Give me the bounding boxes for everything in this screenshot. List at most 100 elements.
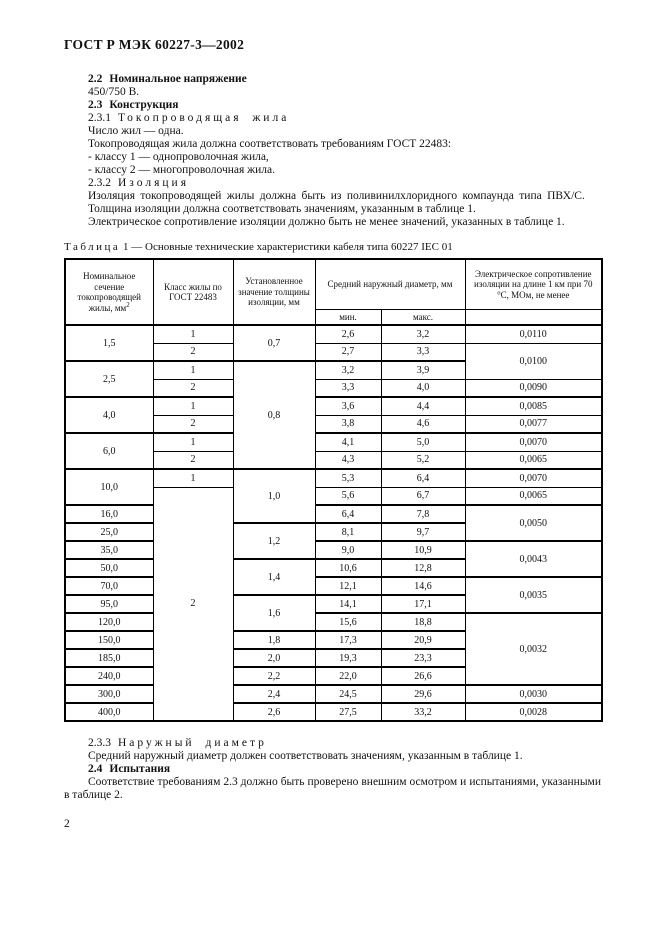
table-row: 25,0 1,2 8,1 9,7 — [64, 522, 602, 560]
paragraph-conductor-req: Токопроводящая жила должна соответствова… — [88, 138, 452, 150]
table-row: 16,0 6,4 7,8 0,0050 — [64, 504, 603, 542]
table-row: 2 2,7 3,3 0,0100 — [65, 342, 603, 380]
main-table: Номинальное сечение токопроводящей жилы,… — [64, 258, 603, 722]
cell-thickness: 2,2 — [232, 666, 316, 686]
table-row: 35,0 9,0 10,9 0,0043 — [64, 540, 603, 578]
section-title: Наружный диаметр — [118, 737, 267, 749]
paragraph-testing: Соответствие требованиям 2.3 должно быть… — [64, 776, 601, 801]
table-caption-number: 1 — [123, 241, 129, 253]
cell-max: 29,6 — [380, 684, 466, 704]
cell-class: 1 — [152, 468, 234, 488]
table-row: 300,0 2,4 24,5 29,6 0,0030 — [64, 684, 603, 704]
section-title: Конструкция — [109, 99, 179, 111]
cell-class: 2 — [152, 414, 234, 434]
cell-min: 4,3 — [314, 450, 382, 470]
cell-res: 0,0032 — [464, 612, 603, 686]
cell-max: 9,7 — [380, 522, 466, 542]
cell-min: 17,3 — [314, 630, 382, 650]
cell-res: 0,0065 — [464, 450, 603, 470]
list-item-class2: - классу 2 — многопроволочная жила. — [88, 164, 275, 176]
table-body: 1,5 1 0,7 2,6 3,2 0,0110 2 2,7 3,3 0,0100 2,5 1 0,8 3… — [64, 324, 603, 722]
col-header-section-text: Номинальное сечение токопроводящей жилы,… — [77, 271, 141, 313]
cell-max: 26,6 — [380, 666, 466, 686]
cell-min: 12,1 — [314, 576, 382, 596]
table-caption: Таблица 1 — Основные технические характе… — [64, 241, 601, 254]
section-title: Испытания — [109, 763, 171, 775]
col-header-section-sup: 2 — [126, 300, 130, 309]
cell-min: 10,6 — [314, 558, 382, 578]
cell-min: 22,0 — [314, 666, 382, 686]
cell-max: 5,2 — [380, 450, 466, 470]
cell-min: 3,3 — [314, 378, 382, 398]
cell-section: 120,0 — [64, 612, 154, 632]
cell-thickness: 1,2 — [232, 522, 316, 560]
section-number: 2.3.1 — [88, 112, 111, 124]
cell-section: 70,0 — [64, 576, 154, 596]
cell-class: 2 — [152, 450, 234, 470]
table-row: 240,0 2,2 22,0 26,6 — [64, 666, 602, 686]
cell-section: 16,0 — [64, 504, 154, 524]
cell-max: 3,2 — [380, 324, 466, 344]
cell-section: 185,0 — [64, 648, 154, 668]
cell-class: 2 — [152, 342, 234, 362]
table-caption-text: Основные технические характеристики кабе… — [145, 241, 453, 253]
section-number: 2.3 — [88, 99, 103, 111]
section-number: 2.2 — [88, 73, 103, 85]
page-number: 2 — [64, 818, 70, 830]
cell-min: 27,5 — [314, 702, 382, 722]
cell-section: 50,0 — [64, 558, 154, 578]
col-subheader-max: макс. — [380, 308, 466, 326]
cell-min: 6,4 — [314, 504, 382, 524]
content-column: ГОСТ Р МЭК 60227-3—2002 2.2 Номинальное н… — [64, 38, 603, 831]
table-row: 50,0 1,4 10,6 12,8 — [64, 558, 602, 596]
section-title: Изоляция — [118, 177, 190, 189]
cell-thickness: 0,7 — [232, 324, 316, 362]
cell-max: 4,0 — [380, 378, 466, 398]
cell-min: 2,7 — [314, 342, 382, 362]
cell-section: 6,0 — [64, 432, 154, 470]
cell-max: 23,3 — [380, 648, 466, 668]
list-item-class1: - классу 1 — однопроволочная жила, — [88, 151, 269, 163]
cell-res: 0,0100 — [464, 342, 603, 380]
cell-max: 12,8 — [380, 558, 466, 578]
col-header-resistance: Электрическое сопротивление изоляции на … — [464, 258, 603, 310]
cell-res: 0,0050 — [464, 504, 603, 542]
cell-class: 1 — [152, 324, 234, 344]
cell-thickness: 2,0 — [232, 648, 316, 668]
cell-max: 5,0 — [380, 432, 466, 452]
section-number: 2.3.3 — [88, 737, 111, 749]
cell-section: 150,0 — [64, 630, 154, 650]
cell-max: 3,3 — [380, 342, 466, 362]
cell-res: 0,0090 — [464, 378, 603, 398]
paragraph-thickness: Толщина изоляции должна соответствовать … — [88, 203, 476, 215]
cell-min: 3,8 — [314, 414, 382, 434]
cell-max: 33,2 — [380, 702, 466, 722]
paragraph-voltage: 450/750 В. — [88, 86, 140, 98]
cell-thickness: 1,8 — [232, 630, 316, 650]
cell-res: 0,0028 — [464, 702, 603, 722]
cell-thickness: 2,4 — [232, 684, 316, 704]
cell-max: 6,4 — [380, 468, 466, 488]
cell-min: 8,1 — [314, 522, 382, 542]
cell-section: 1,5 — [64, 324, 154, 362]
cell-max: 3,9 — [380, 360, 466, 380]
cell-min: 15,6 — [314, 612, 382, 632]
cell-max: 17,1 — [380, 594, 466, 614]
paragraph-resistance: Электрическое сопротивление изоляции дол… — [88, 216, 565, 228]
table-caption-dash: — — [131, 241, 143, 253]
table-row: 2 3,8 4,6 0,0077 — [65, 414, 603, 434]
section-2-3-3-heading: 2.3.3 Наружный диаметр — [64, 737, 601, 750]
table-row: 4,0 1 3,6 4,4 0,0085 — [64, 396, 603, 434]
cell-min: 4,1 — [314, 432, 382, 452]
cell-min: 3,6 — [314, 396, 382, 416]
cell-section: 240,0 — [64, 666, 154, 686]
cell-min: 19,3 — [314, 648, 382, 668]
section-2-3-heading: 2.3 Конструкция — [64, 99, 601, 112]
cell-min: 3,2 — [314, 360, 382, 380]
col-subheader-empty — [464, 308, 603, 326]
cell-res: 0,0070 — [464, 432, 603, 452]
cell-min: 14,1 — [314, 594, 382, 614]
cell-max: 10,9 — [380, 540, 466, 560]
table-row: 6,0 1 4,1 5,0 0,0070 — [64, 432, 603, 470]
